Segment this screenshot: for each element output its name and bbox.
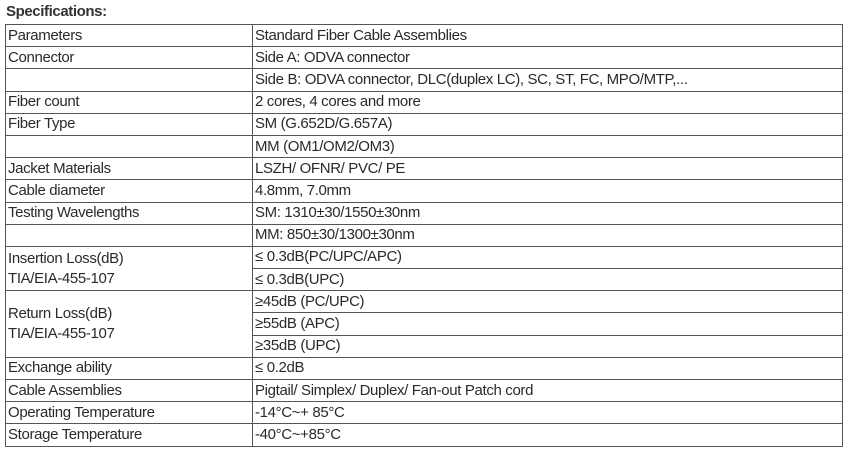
param-cell: Insertion Loss(dB) TIA/EIA-455-107	[5, 245, 253, 292]
param-line: TIA/EIA-455-107	[8, 269, 115, 287]
value-cell: 4.8mm, 7.0mm	[252, 179, 843, 203]
param-cell: Cable diameter	[5, 179, 253, 203]
value-cell: ≤ 0.3dB(UPC)	[252, 268, 843, 292]
table-row: Storage Temperature -40°C~+85°C	[5, 423, 843, 447]
param-cell: Operating Temperature	[5, 401, 253, 425]
param-line: Insertion Loss(dB)	[8, 249, 124, 267]
param-cell: Fiber Type	[5, 112, 253, 136]
value-cell: 2 cores, 4 cores and more	[252, 90, 843, 114]
table-row: Cable diameter 4.8mm, 7.0mm	[5, 179, 843, 203]
param-line: TIA/EIA-455-107	[8, 325, 115, 343]
table-row: Fiber Type SM (G.652D/G.657A)	[5, 112, 843, 136]
value-cell: ≥55dB (APC)	[252, 312, 843, 336]
value-cell: Side B: ODVA connector, DLC(duplex LC), …	[252, 68, 843, 92]
param-cell	[5, 223, 253, 247]
table-row: Side B: ODVA connector, DLC(duplex LC), …	[5, 68, 843, 92]
param-cell: Cable Assemblies	[5, 378, 253, 403]
table-row: Fiber count 2 cores, 4 cores and more	[5, 90, 843, 114]
value-cell: Pigtail/ Simplex/ Duplex/ Fan-out Patch …	[252, 378, 843, 403]
param-cell: Fiber count	[5, 90, 253, 114]
table-row: MM: 850±30/1300±30nm	[5, 223, 843, 247]
value-cell: -14°C~+ 85°C	[252, 401, 843, 425]
table-row: Insertion Loss(dB) TIA/EIA-455-107 ≤ 0.3dB…	[5, 245, 843, 292]
table-row: Cable Assemblies Pigtail/ Simplex/ Duplex…	[5, 378, 843, 403]
value-cell: MM: 850±30/1300±30nm	[252, 223, 843, 247]
table-row: Operating Temperature -14°C~+ 85°C	[5, 401, 843, 425]
section-title: Specifications:	[6, 3, 107, 20]
table-row: Return Loss(dB) TIA/EIA-455-107 ≥45dB (PC/…	[5, 290, 843, 358]
value-cell: ≥35dB (UPC)	[252, 334, 843, 358]
value-cell: -40°C~+85°C	[252, 423, 843, 447]
value-cell: ≤ 0.3dB(PC/UPC/APC)	[252, 245, 843, 270]
table-row: Exchange ability ≤ 0.2dB	[5, 356, 843, 381]
param-cell: Parameters	[5, 23, 253, 48]
table-row: Testing Wavelengths SM: 1310±30/1550±30nm	[5, 201, 843, 225]
value-cell: SM: 1310±30/1550±30nm	[252, 201, 843, 225]
value-cell: ≤ 0.2dB	[252, 356, 843, 381]
value-cell: SM (G.652D/G.657A)	[252, 112, 843, 136]
value-cell: Standard Fiber Cable Assemblies	[252, 23, 843, 48]
param-line: Return Loss(dB)	[8, 305, 112, 323]
param-cell: Return Loss(dB) TIA/EIA-455-107	[5, 290, 253, 358]
specifications-table: Parameters Standard Fiber Cable Assemblie…	[5, 23, 843, 447]
value-cell: ≥45dB (PC/UPC)	[252, 290, 843, 314]
param-cell: Storage Temperature	[5, 423, 253, 447]
value-cell: Side A: ODVA connector	[252, 46, 843, 70]
value-cell: LSZH/ OFNR/ PVC/ PE	[252, 157, 843, 181]
param-cell	[5, 68, 253, 92]
param-cell: Connector	[5, 46, 253, 70]
table-row: Connector Side A: ODVA connector	[5, 46, 843, 70]
param-cell	[5, 134, 253, 159]
table-row: Parameters Standard Fiber Cable Assemblie…	[5, 23, 843, 48]
param-cell: Jacket Materials	[5, 157, 253, 181]
table-row: MM (OM1/OM2/OM3)	[5, 134, 843, 159]
value-cell: MM (OM1/OM2/OM3)	[252, 134, 843, 159]
param-cell: Testing Wavelengths	[5, 201, 253, 225]
table-row: Jacket Materials LSZH/ OFNR/ PVC/ PE	[5, 157, 843, 181]
param-cell: Exchange ability	[5, 356, 253, 381]
